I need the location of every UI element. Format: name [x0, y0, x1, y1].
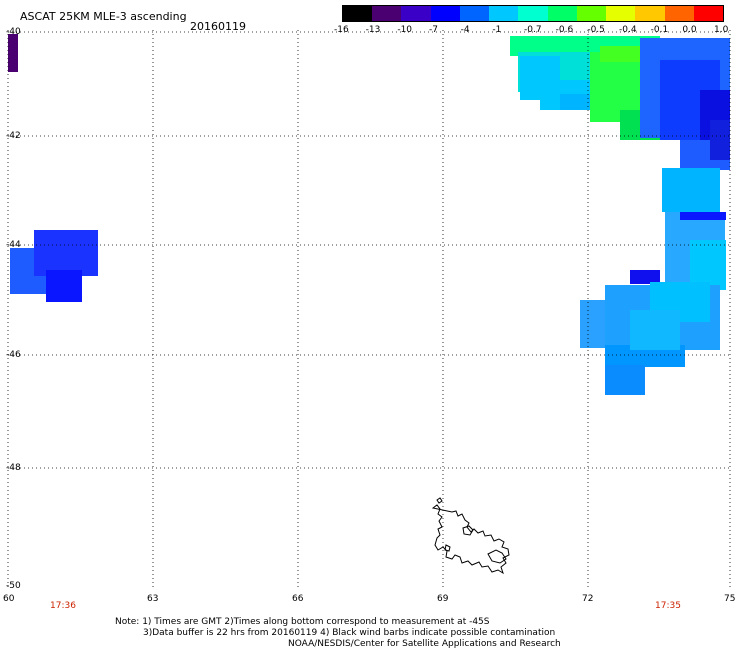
- colorbar-segment: [459, 6, 490, 21]
- lat-label: -44: [6, 240, 21, 250]
- colorbar-segment: [430, 6, 460, 21]
- island-outline: [431, 497, 510, 575]
- time-left: 17:36: [50, 601, 76, 611]
- lon-label: 63: [147, 594, 159, 604]
- lon-label: 72: [582, 594, 594, 604]
- colorbar-segment: [635, 6, 665, 21]
- note-line-1: Note: 1) Times are GMT 2)Times along bot…: [115, 617, 490, 627]
- colorbar-tick-label: 0.0: [682, 25, 697, 35]
- colorbar-segment: [693, 6, 724, 21]
- colorbar-segment: [664, 6, 694, 21]
- colorbar-tick-label: -1: [492, 25, 502, 35]
- colorbar-tick-label: -10: [397, 25, 413, 35]
- lat-label: -50: [6, 581, 21, 591]
- colorbar-segment: [401, 6, 431, 21]
- note-line-3: NOAA/NESDIS/Center for Satellite Applica…: [288, 639, 561, 649]
- colorbar-segment: [576, 6, 607, 21]
- wind-swath: [8, 34, 730, 395]
- colorbar-tick-label: -0.4: [619, 25, 637, 35]
- colorbar-tick-label: -0.7: [524, 25, 542, 35]
- lat-label: -40: [6, 27, 21, 37]
- colorbar-segment: [343, 6, 373, 21]
- colorbar-tick-label: -0.5: [587, 25, 605, 35]
- colorbar-segment: [518, 6, 548, 21]
- colorbar-segment: [606, 6, 636, 21]
- map-date: 20160119: [190, 20, 246, 33]
- colorbar-tick-label: -7: [429, 25, 438, 35]
- note-line-2: 3)Data buffer is 22 hrs from 20160119 4)…: [143, 628, 556, 638]
- graticule: [7, 30, 731, 590]
- colorbar-tick-label: 1.0: [714, 25, 729, 35]
- lat-label: -48: [6, 463, 21, 473]
- lon-label: 66: [292, 594, 304, 604]
- lat-label: -46: [6, 350, 21, 360]
- lat-label: -42: [6, 131, 21, 141]
- colorbar-tick-label: -16: [334, 25, 349, 35]
- colorbar-tick-label: -0.1: [650, 25, 669, 35]
- map-title: ASCAT 25KM MLE-3 ascending: [20, 10, 187, 23]
- colorbar-segment: [489, 6, 519, 21]
- lon-label: 69: [437, 594, 449, 604]
- colorbar-tick-label: -13: [365, 25, 381, 35]
- lon-label: 60: [3, 594, 15, 604]
- time-right: 17:35: [655, 601, 681, 611]
- colorbar: [342, 5, 724, 22]
- colorbar-tick-label: -4: [460, 25, 470, 35]
- colorbar-segment: [547, 6, 577, 21]
- colorbar-tick-label: -0.6: [555, 25, 574, 35]
- colorbar-segment: [372, 6, 402, 21]
- lon-label: 75: [724, 594, 736, 604]
